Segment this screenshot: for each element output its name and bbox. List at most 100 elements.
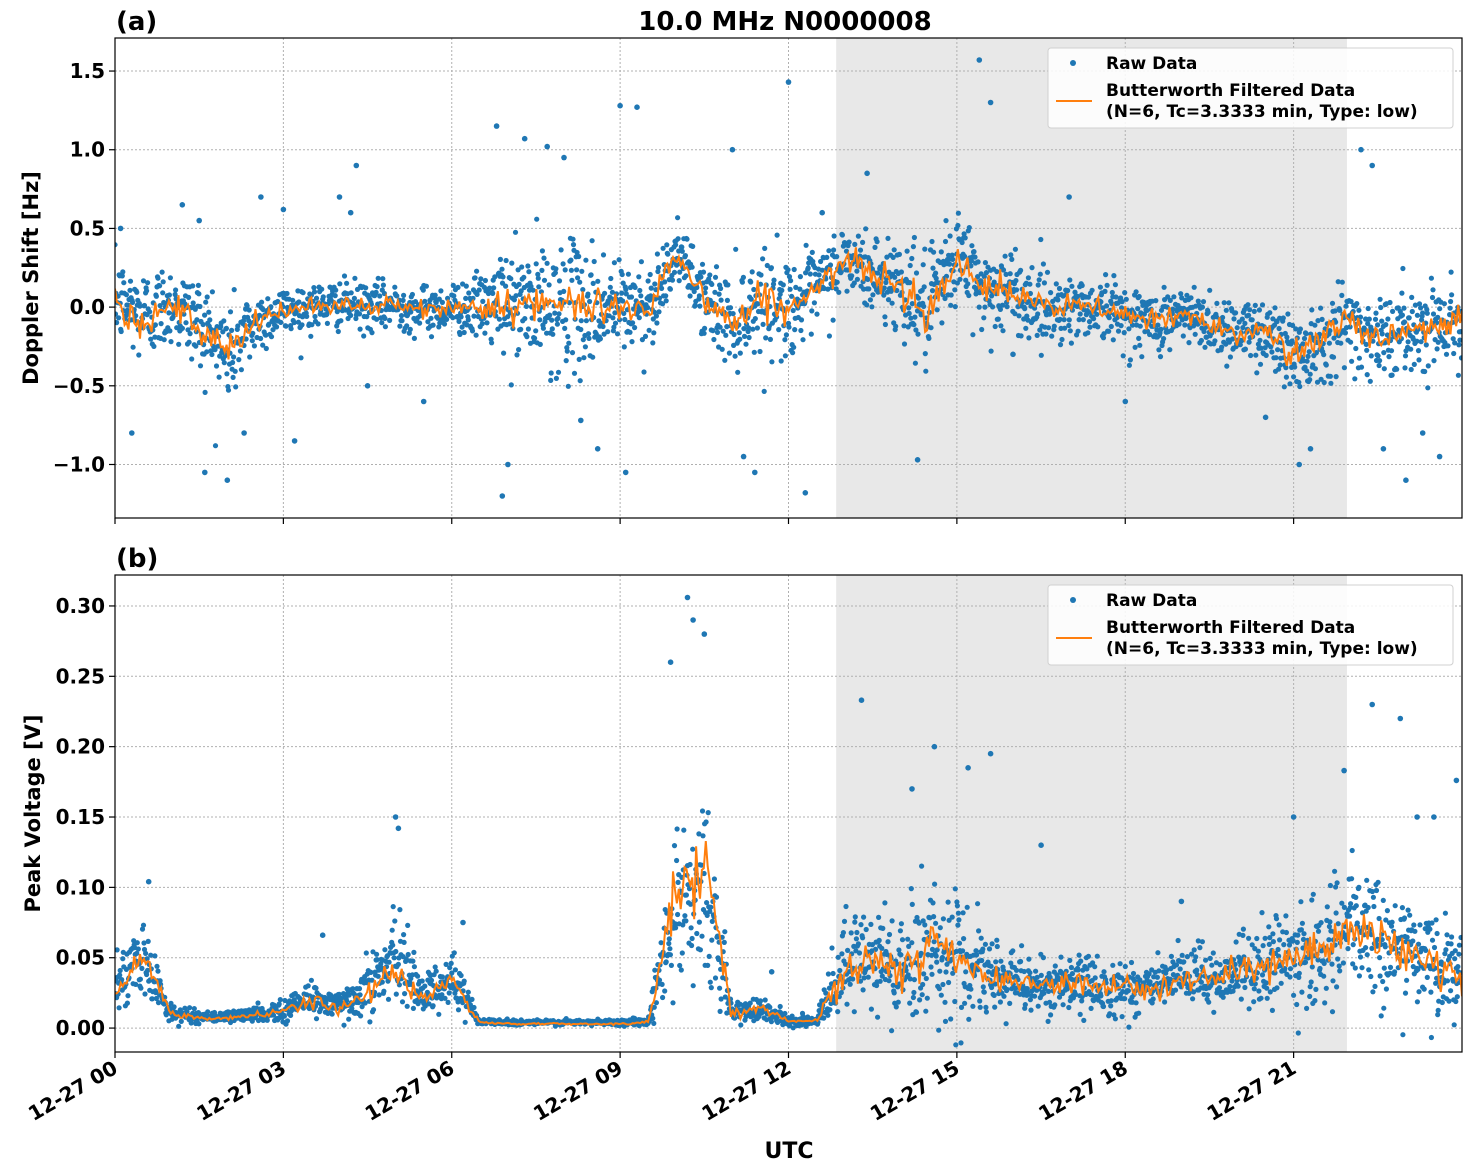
raw-data-point — [1206, 999, 1212, 1005]
raw-data-point — [402, 991, 408, 997]
raw-data-point — [115, 320, 120, 326]
raw-data-point — [706, 953, 712, 960]
raw-data-point — [570, 242, 577, 248]
raw-data-point — [1077, 1011, 1083, 1018]
raw-data-point — [696, 831, 702, 837]
raw-data-point — [886, 978, 892, 984]
raw-data-point — [725, 282, 731, 288]
raw-data-point — [296, 299, 302, 305]
raw-data-point — [625, 271, 632, 277]
raw-data-point — [1262, 414, 1269, 421]
raw-data-point — [706, 276, 712, 282]
raw-data-point — [789, 293, 795, 299]
raw-data-point — [505, 461, 511, 468]
raw-data-point — [1088, 1005, 1094, 1012]
raw-data-point — [835, 1009, 841, 1015]
raw-data-point — [851, 280, 857, 286]
raw-data-point — [1018, 958, 1024, 965]
raw-data-point — [139, 965, 145, 972]
raw-data-point — [308, 333, 314, 339]
raw-data-point — [1003, 271, 1009, 277]
raw-data-point — [1287, 974, 1293, 980]
raw-data-point — [860, 935, 866, 941]
raw-data-point — [425, 319, 431, 325]
raw-data-point — [530, 287, 536, 293]
raw-data-point — [153, 995, 159, 1002]
raw-data-point — [1254, 370, 1260, 376]
raw-data-point — [1000, 967, 1007, 973]
raw-data-point — [1022, 1002, 1028, 1008]
raw-data-point — [1387, 299, 1393, 306]
raw-data-point — [284, 290, 290, 297]
raw-data-point — [782, 337, 788, 343]
raw-data-point — [901, 323, 907, 329]
raw-data-point — [1106, 315, 1112, 321]
raw-data-point — [456, 318, 462, 324]
raw-data-point — [410, 958, 416, 964]
raw-data-point — [1330, 354, 1337, 360]
raw-data-point — [1026, 956, 1032, 962]
raw-data-point — [956, 940, 963, 946]
raw-data-point — [508, 276, 514, 282]
raw-data-point — [1111, 1012, 1117, 1018]
raw-data-point — [415, 973, 421, 979]
raw-data-point — [970, 1003, 976, 1009]
raw-data-point — [1258, 995, 1264, 1001]
raw-data-point — [1026, 335, 1032, 341]
raw-data-point — [1255, 948, 1261, 954]
raw-data-point — [790, 350, 796, 356]
raw-data-point — [972, 254, 978, 260]
raw-data-point — [233, 384, 239, 390]
raw-data-point — [675, 215, 681, 221]
raw-data-point — [906, 310, 912, 316]
raw-data-point — [843, 903, 849, 910]
raw-data-point — [1032, 305, 1038, 311]
raw-data-point — [209, 289, 215, 295]
raw-data-point — [1149, 1000, 1155, 1006]
raw-data-point — [144, 971, 150, 978]
raw-data-point — [338, 995, 344, 1002]
raw-data-point — [958, 1004, 965, 1011]
raw-data-point — [154, 963, 160, 969]
raw-data-point — [965, 281, 971, 287]
raw-data-point — [739, 279, 746, 285]
raw-data-point — [826, 248, 832, 254]
raw-data-point — [732, 1015, 738, 1021]
raw-data-point — [961, 231, 967, 237]
raw-data-point — [1059, 336, 1065, 343]
raw-data-point — [544, 143, 550, 150]
raw-data-point — [536, 284, 542, 290]
raw-data-point — [1207, 287, 1213, 293]
raw-data-point — [439, 992, 445, 998]
raw-data-point — [585, 331, 592, 337]
raw-data-point — [1214, 300, 1220, 306]
raw-data-point — [1056, 285, 1063, 292]
raw-data-point — [523, 303, 530, 309]
raw-data-point — [746, 325, 752, 331]
raw-data-point — [641, 369, 647, 375]
raw-data-point — [288, 326, 294, 332]
raw-data-point — [535, 271, 541, 277]
raw-data-point — [1386, 354, 1392, 360]
raw-data-point — [701, 870, 707, 877]
raw-data-point — [186, 339, 192, 345]
raw-data-point — [237, 348, 243, 354]
raw-data-point — [1119, 305, 1125, 311]
raw-data-point — [632, 325, 638, 331]
raw-data-point — [1251, 308, 1257, 314]
raw-data-point — [562, 267, 568, 273]
raw-data-point — [1281, 942, 1287, 948]
raw-data-point — [955, 922, 961, 928]
raw-data-point — [790, 1025, 796, 1031]
raw-data-point — [955, 210, 962, 216]
raw-data-point — [1326, 340, 1332, 346]
raw-data-point — [356, 311, 363, 317]
raw-data-point — [1048, 1012, 1054, 1018]
raw-data-point — [120, 269, 126, 275]
raw-data-point — [1067, 328, 1073, 334]
raw-data-point — [583, 318, 590, 324]
raw-data-point — [479, 321, 485, 327]
raw-data-point — [950, 970, 956, 976]
raw-data-point — [503, 283, 509, 289]
raw-data-point — [1075, 967, 1081, 973]
